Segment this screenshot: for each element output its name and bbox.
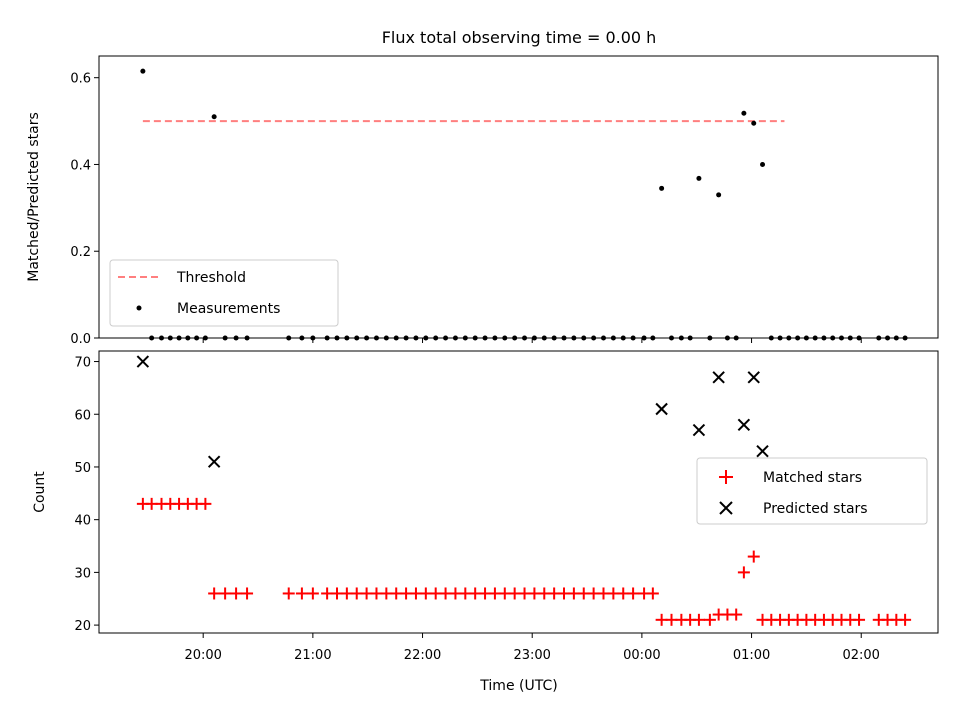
predicted-stars-point [712,371,725,384]
chart-title: Flux total observing time = 0.00 h [382,28,657,47]
matched-stars-point [747,550,760,563]
top-y-tick-label: 0.4 [70,158,91,173]
top-y-tick-label: 0.6 [70,72,91,87]
matched-stars-point [306,587,319,600]
predicted-stars-legend-label: Predicted stars [763,501,868,517]
matched-stars-point [730,608,743,621]
matched-stars-point [208,587,221,600]
matched-stars-point [219,587,232,600]
bottom-y-axis: 20 30 40 50 60 70 [74,356,99,634]
matched-stars-point [646,587,659,600]
measurements-point [751,120,757,126]
bottom-y-tick-label: 30 [74,566,91,581]
matched-stars-point [282,587,295,600]
predicted-stars-point [756,444,769,458]
x-tick-label: 01:00 [733,648,770,663]
matched-stars-point [295,587,308,600]
predicted-stars-point [747,371,760,384]
top-panel: 0.0 0.2 0.4 0.6 Matched/Predicted stars Thr… [26,55,939,347]
bottom-x-axis: 20:00 21:00 22:00 23:00 00:00 01:00 02:00 [184,633,880,663]
bottom-y-tick-label: 70 [74,356,91,371]
x-tick-label: 02:00 [842,648,879,663]
measurements-point [760,161,766,167]
bottom-y-tick-label: 20 [74,619,91,634]
matched-stars-point [899,613,912,626]
matched-stars-point [241,587,254,600]
predicted-stars-point [737,418,751,432]
matched-stars-legend-label: Matched stars [763,470,862,486]
top-x-axis-ticks [202,338,862,343]
matched-stars-point [737,566,750,579]
top-y-axis-label: Matched/Predicted stars [26,112,42,282]
x-tick-label: 23:00 [513,648,550,663]
predicted-stars-point [692,423,706,437]
measurements-point [211,114,217,120]
matched-stars-point [692,613,705,626]
bottom-plot-marks [136,355,912,626]
measurements-point [140,68,146,74]
measurements-point [696,175,702,181]
top-legend-box [109,259,339,327]
bottom-legend: Matched stars Predicted stars [696,457,928,525]
bottom-plot-frame [98,350,939,634]
top-legend: Threshold Measurements [109,259,339,327]
predicted-stars-point [136,355,150,368]
top-y-tick-label: 0.0 [70,332,91,347]
x-tick-label: 00:00 [623,648,660,663]
bottom-y-tick-label: 40 [74,514,91,529]
x-tick-label: 20:00 [184,648,221,663]
predicted-stars-point [207,455,221,468]
x-axis-label: Time (UTC) [479,678,557,694]
predicted-stars-point [655,402,668,416]
matched-stars-point [199,497,212,510]
bottom-y-axis-label: Count [32,471,48,513]
bottom-y-tick-label: 60 [74,408,91,423]
top-plot-marks [140,68,908,341]
measurements-point [716,192,722,198]
matched-stars-point [853,613,866,626]
top-y-tick-label: 0.2 [70,245,91,260]
matched-stars-point [230,587,243,600]
measurements-point [659,185,665,191]
x-tick-label: 22:00 [404,648,441,663]
threshold-legend-label: Threshold [176,270,246,286]
measurements-legend-label: Measurements [177,301,280,317]
matched-stars-point [627,587,640,600]
measurements-point [741,110,747,116]
top-y-axis: 0.0 0.2 0.4 0.6 [70,72,99,347]
matched-stars-point [703,613,716,626]
predicted-stars-legend-swatch [719,501,733,515]
top-plot-frame [98,55,939,339]
x-tick-label: 21:00 [294,648,331,663]
bottom-legend-box [696,457,928,525]
bottom-y-tick-label: 50 [74,461,91,476]
measurements-legend-swatch [136,305,142,311]
matched-stars-legend-swatch [719,470,733,484]
bottom-panel: 20 30 40 50 60 70 20:00 21:00 22:00 23:00 00:00 01… [32,350,939,694]
